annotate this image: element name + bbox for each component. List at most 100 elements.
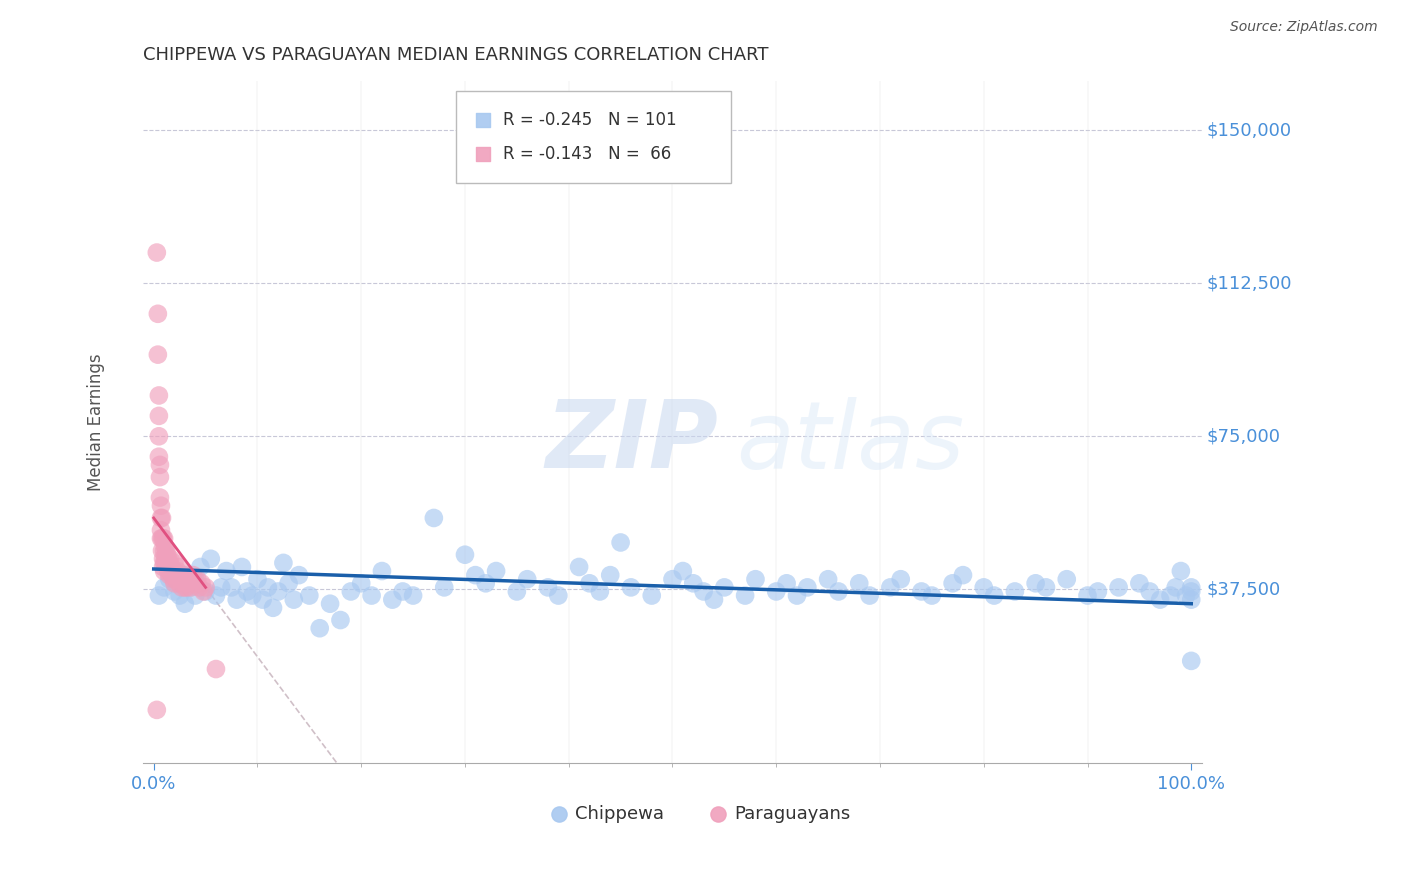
Point — [1180, 654, 1202, 668]
Point — [599, 568, 621, 582]
Point — [485, 564, 508, 578]
Point — [973, 581, 995, 595]
Point — [706, 735, 728, 749]
Point — [184, 576, 207, 591]
Point — [641, 589, 664, 603]
Text: Source: ZipAtlas.com: Source: ZipAtlas.com — [1230, 20, 1378, 34]
Point — [165, 568, 187, 582]
Point — [221, 581, 243, 595]
Point — [765, 584, 787, 599]
Point — [475, 735, 498, 749]
Point — [879, 581, 901, 595]
Point — [179, 572, 201, 586]
Point — [177, 572, 200, 586]
Point — [1180, 592, 1202, 607]
Point — [231, 560, 253, 574]
Point — [1108, 581, 1130, 595]
Point — [149, 491, 172, 505]
Point — [340, 584, 363, 599]
Point — [174, 576, 197, 591]
Point — [184, 572, 207, 586]
Point — [170, 572, 193, 586]
Point — [194, 584, 217, 599]
Point — [205, 589, 228, 603]
Point — [156, 560, 179, 574]
Point — [620, 581, 643, 595]
Point — [983, 589, 1005, 603]
Point — [775, 576, 797, 591]
Point — [262, 600, 284, 615]
Point — [475, 735, 498, 749]
Point — [153, 532, 176, 546]
Point — [150, 511, 173, 525]
Point — [890, 572, 912, 586]
Point — [153, 581, 176, 595]
Point — [181, 568, 204, 582]
Text: atlas: atlas — [735, 397, 965, 488]
Point — [360, 589, 382, 603]
Point — [308, 621, 330, 635]
Point — [152, 551, 174, 566]
Point — [734, 589, 756, 603]
Point — [163, 556, 186, 570]
Point — [150, 543, 173, 558]
Point — [162, 572, 184, 586]
Point — [149, 499, 172, 513]
Point — [153, 564, 176, 578]
Text: $150,000: $150,000 — [1206, 121, 1292, 139]
Point — [190, 560, 212, 574]
Point — [188, 581, 211, 595]
Point — [288, 568, 311, 582]
Point — [682, 576, 704, 591]
Point — [859, 589, 882, 603]
Point — [402, 589, 425, 603]
Text: R = -0.245   N = 101: R = -0.245 N = 101 — [503, 111, 676, 129]
Point — [423, 511, 446, 525]
Point — [240, 589, 263, 603]
Point — [172, 568, 194, 582]
Point — [173, 597, 195, 611]
Point — [194, 581, 217, 595]
Text: Median Earnings: Median Earnings — [87, 353, 104, 491]
Point — [256, 581, 278, 595]
Point — [152, 532, 174, 546]
Point — [155, 543, 177, 558]
Point — [796, 581, 818, 595]
Point — [148, 589, 170, 603]
Point — [547, 589, 569, 603]
Text: $75,000: $75,000 — [1206, 427, 1281, 445]
Point — [166, 564, 188, 578]
Point — [166, 572, 188, 586]
Point — [180, 581, 202, 595]
Point — [1076, 589, 1098, 603]
Point — [371, 564, 394, 578]
Point — [273, 556, 295, 570]
Text: CHIPPEWA VS PARAGUAYAN MEDIAN EARNINGS CORRELATION CHART: CHIPPEWA VS PARAGUAYAN MEDIAN EARNINGS C… — [143, 46, 769, 64]
Point — [186, 572, 208, 586]
Point — [786, 589, 808, 603]
Point — [1004, 584, 1026, 599]
Point — [713, 581, 735, 595]
Point — [157, 564, 180, 578]
Point — [277, 576, 299, 591]
Point — [672, 564, 695, 578]
Point — [381, 592, 404, 607]
Point — [1035, 581, 1057, 595]
Point — [433, 581, 456, 595]
Point — [173, 568, 195, 582]
Point — [169, 589, 191, 603]
Point — [163, 584, 186, 599]
Point — [153, 540, 176, 554]
Point — [163, 576, 186, 591]
Point — [1175, 589, 1198, 603]
Point — [149, 458, 172, 472]
Point — [1056, 572, 1078, 586]
Point — [246, 572, 269, 586]
Point — [170, 581, 193, 595]
Point — [209, 581, 232, 595]
Point — [149, 511, 172, 525]
Point — [692, 584, 714, 599]
Point — [391, 584, 413, 599]
Point — [1139, 584, 1161, 599]
Text: $112,500: $112,500 — [1206, 274, 1292, 293]
